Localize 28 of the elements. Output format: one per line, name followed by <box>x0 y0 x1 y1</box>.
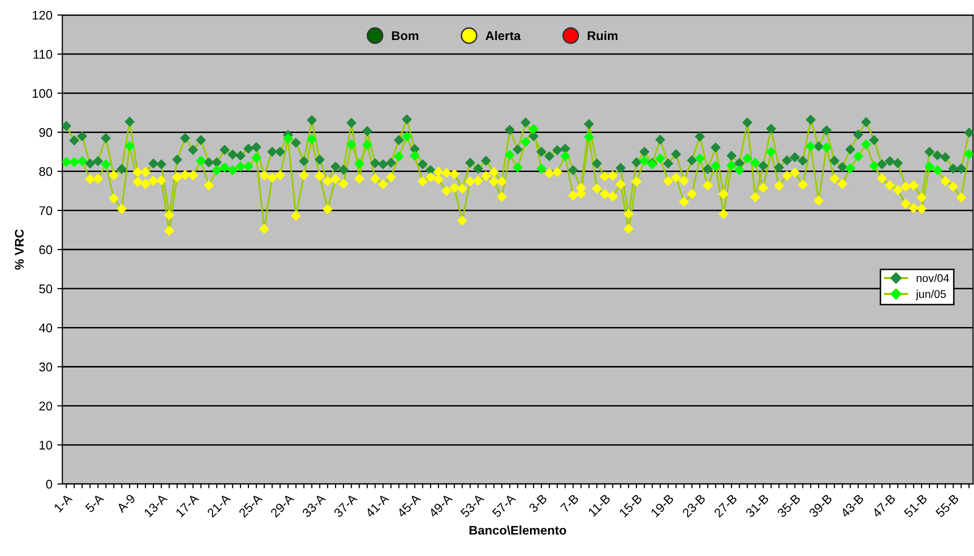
x-tick-label: 41-A <box>364 493 390 518</box>
y-tick-label: 90 <box>39 128 52 137</box>
y-tick-label: 0 <box>46 480 52 489</box>
y-tick-label: 70 <box>39 206 52 216</box>
x-tick-label: 7-B <box>560 494 580 513</box>
x-tick-label: 45-A <box>396 493 422 518</box>
annotation: Ruim <box>588 30 618 40</box>
y-tick-label: 80 <box>39 167 52 176</box>
y-tick-label: 20 <box>39 402 52 410</box>
x-tick-label: 1-A <box>54 493 73 513</box>
annotation: Bom <box>392 31 418 40</box>
y-axis-title: % VRC <box>14 229 24 270</box>
legend-label: nov/04 <box>916 274 950 282</box>
y-tick-label: 50 <box>39 284 52 294</box>
y-tick-label: 60 <box>39 245 52 254</box>
y-tick-label: 30 <box>39 362 52 372</box>
y-tick-label: 100 <box>32 88 52 98</box>
y-tick-label: 40 <box>39 323 52 332</box>
y-tick-label: 120 <box>32 10 52 20</box>
legend-label: jun/05 <box>916 290 946 300</box>
x-tick-label: 5-A <box>84 493 104 513</box>
x-tick-label: A-9 <box>116 494 136 514</box>
x-tick-label: 3-B <box>528 494 548 513</box>
x-axis-title: Banco\Elemento <box>470 525 566 535</box>
y-tick-label: 10 <box>40 440 52 450</box>
x-tick-label: 49-A <box>428 493 453 518</box>
y-tick-label: 110 <box>34 50 52 59</box>
annotation: Alerta <box>486 30 521 40</box>
